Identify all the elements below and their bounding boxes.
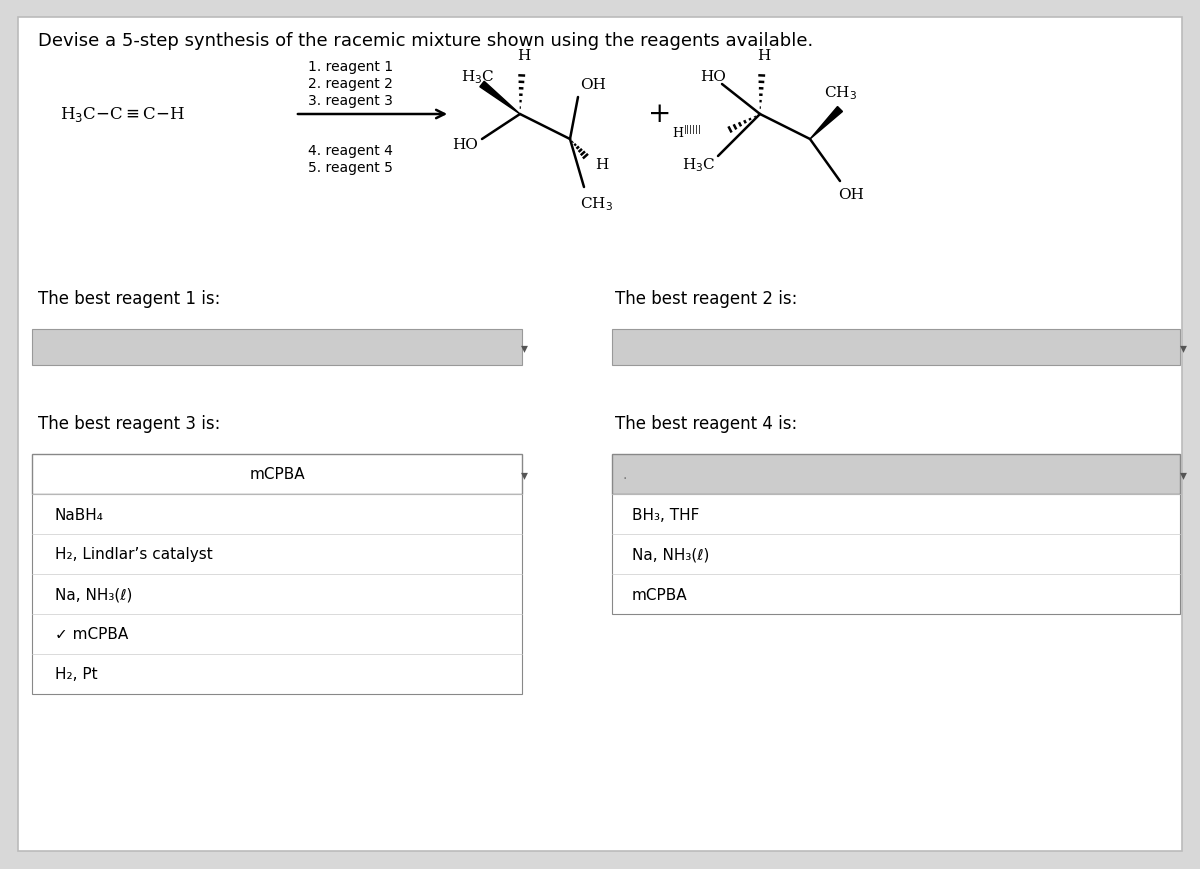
Text: mCPBA: mCPBA <box>632 587 688 602</box>
Text: ▾: ▾ <box>521 468 528 481</box>
Text: H$_3$C: H$_3$C <box>461 68 494 86</box>
Text: Devise a 5-step synthesis of the racemic mixture shown using the reagents availa: Devise a 5-step synthesis of the racemic… <box>38 32 814 50</box>
Text: OH: OH <box>580 78 606 92</box>
Text: H$_3$C: H$_3$C <box>682 156 715 174</box>
Bar <box>612 454 1180 494</box>
Text: Na, NH₃(ℓ): Na, NH₃(ℓ) <box>632 547 709 562</box>
Text: 1. reagent 1: 1. reagent 1 <box>308 60 394 74</box>
Text: ✓ mCPBA: ✓ mCPBA <box>55 627 128 642</box>
Text: 2. reagent 2: 2. reagent 2 <box>308 77 392 91</box>
Bar <box>32 494 522 694</box>
Text: The best reagent 3 is:: The best reagent 3 is: <box>38 415 221 433</box>
Text: 5. reagent 5: 5. reagent 5 <box>308 161 392 175</box>
Text: HO: HO <box>700 70 726 84</box>
Text: H₂, Lindlar’s catalyst: H₂, Lindlar’s catalyst <box>55 547 212 562</box>
Text: H: H <box>517 49 530 63</box>
Text: ▾: ▾ <box>1180 468 1187 481</box>
Text: H: H <box>757 49 770 63</box>
Polygon shape <box>480 83 520 115</box>
Bar <box>32 454 522 494</box>
Text: The best reagent 1 is:: The best reagent 1 is: <box>38 289 221 308</box>
Text: 4. reagent 4: 4. reagent 4 <box>308 144 392 158</box>
Text: Na, NH₃(ℓ): Na, NH₃(ℓ) <box>55 587 132 602</box>
Text: mCPBA: mCPBA <box>250 467 305 482</box>
Text: H$^{||||||}$: H$^{||||||}$ <box>672 125 702 141</box>
Text: ▾: ▾ <box>521 341 528 355</box>
Text: ▾: ▾ <box>1180 341 1187 355</box>
Text: +: + <box>648 102 672 129</box>
Text: OH: OH <box>838 188 864 202</box>
Text: CH$_3$: CH$_3$ <box>824 84 857 102</box>
Text: CH$_3$: CH$_3$ <box>580 195 613 212</box>
Polygon shape <box>810 108 842 140</box>
Text: The best reagent 2 is:: The best reagent 2 is: <box>616 289 797 308</box>
Bar <box>612 494 1180 614</box>
Bar <box>32 329 522 366</box>
Text: H$_3$C$-$C$\equiv$C$-$H: H$_3$C$-$C$\equiv$C$-$H <box>60 105 185 124</box>
Bar <box>612 329 1180 366</box>
Text: HO: HO <box>452 138 478 152</box>
Text: NaBH₄: NaBH₄ <box>55 507 104 522</box>
Text: 3. reagent 3: 3. reagent 3 <box>308 94 392 108</box>
Text: .: . <box>622 468 626 481</box>
Text: The best reagent 4 is:: The best reagent 4 is: <box>616 415 797 433</box>
Text: H₂, Pt: H₂, Pt <box>55 667 97 681</box>
Text: H: H <box>595 158 608 172</box>
Text: BH₃, THF: BH₃, THF <box>632 507 700 522</box>
